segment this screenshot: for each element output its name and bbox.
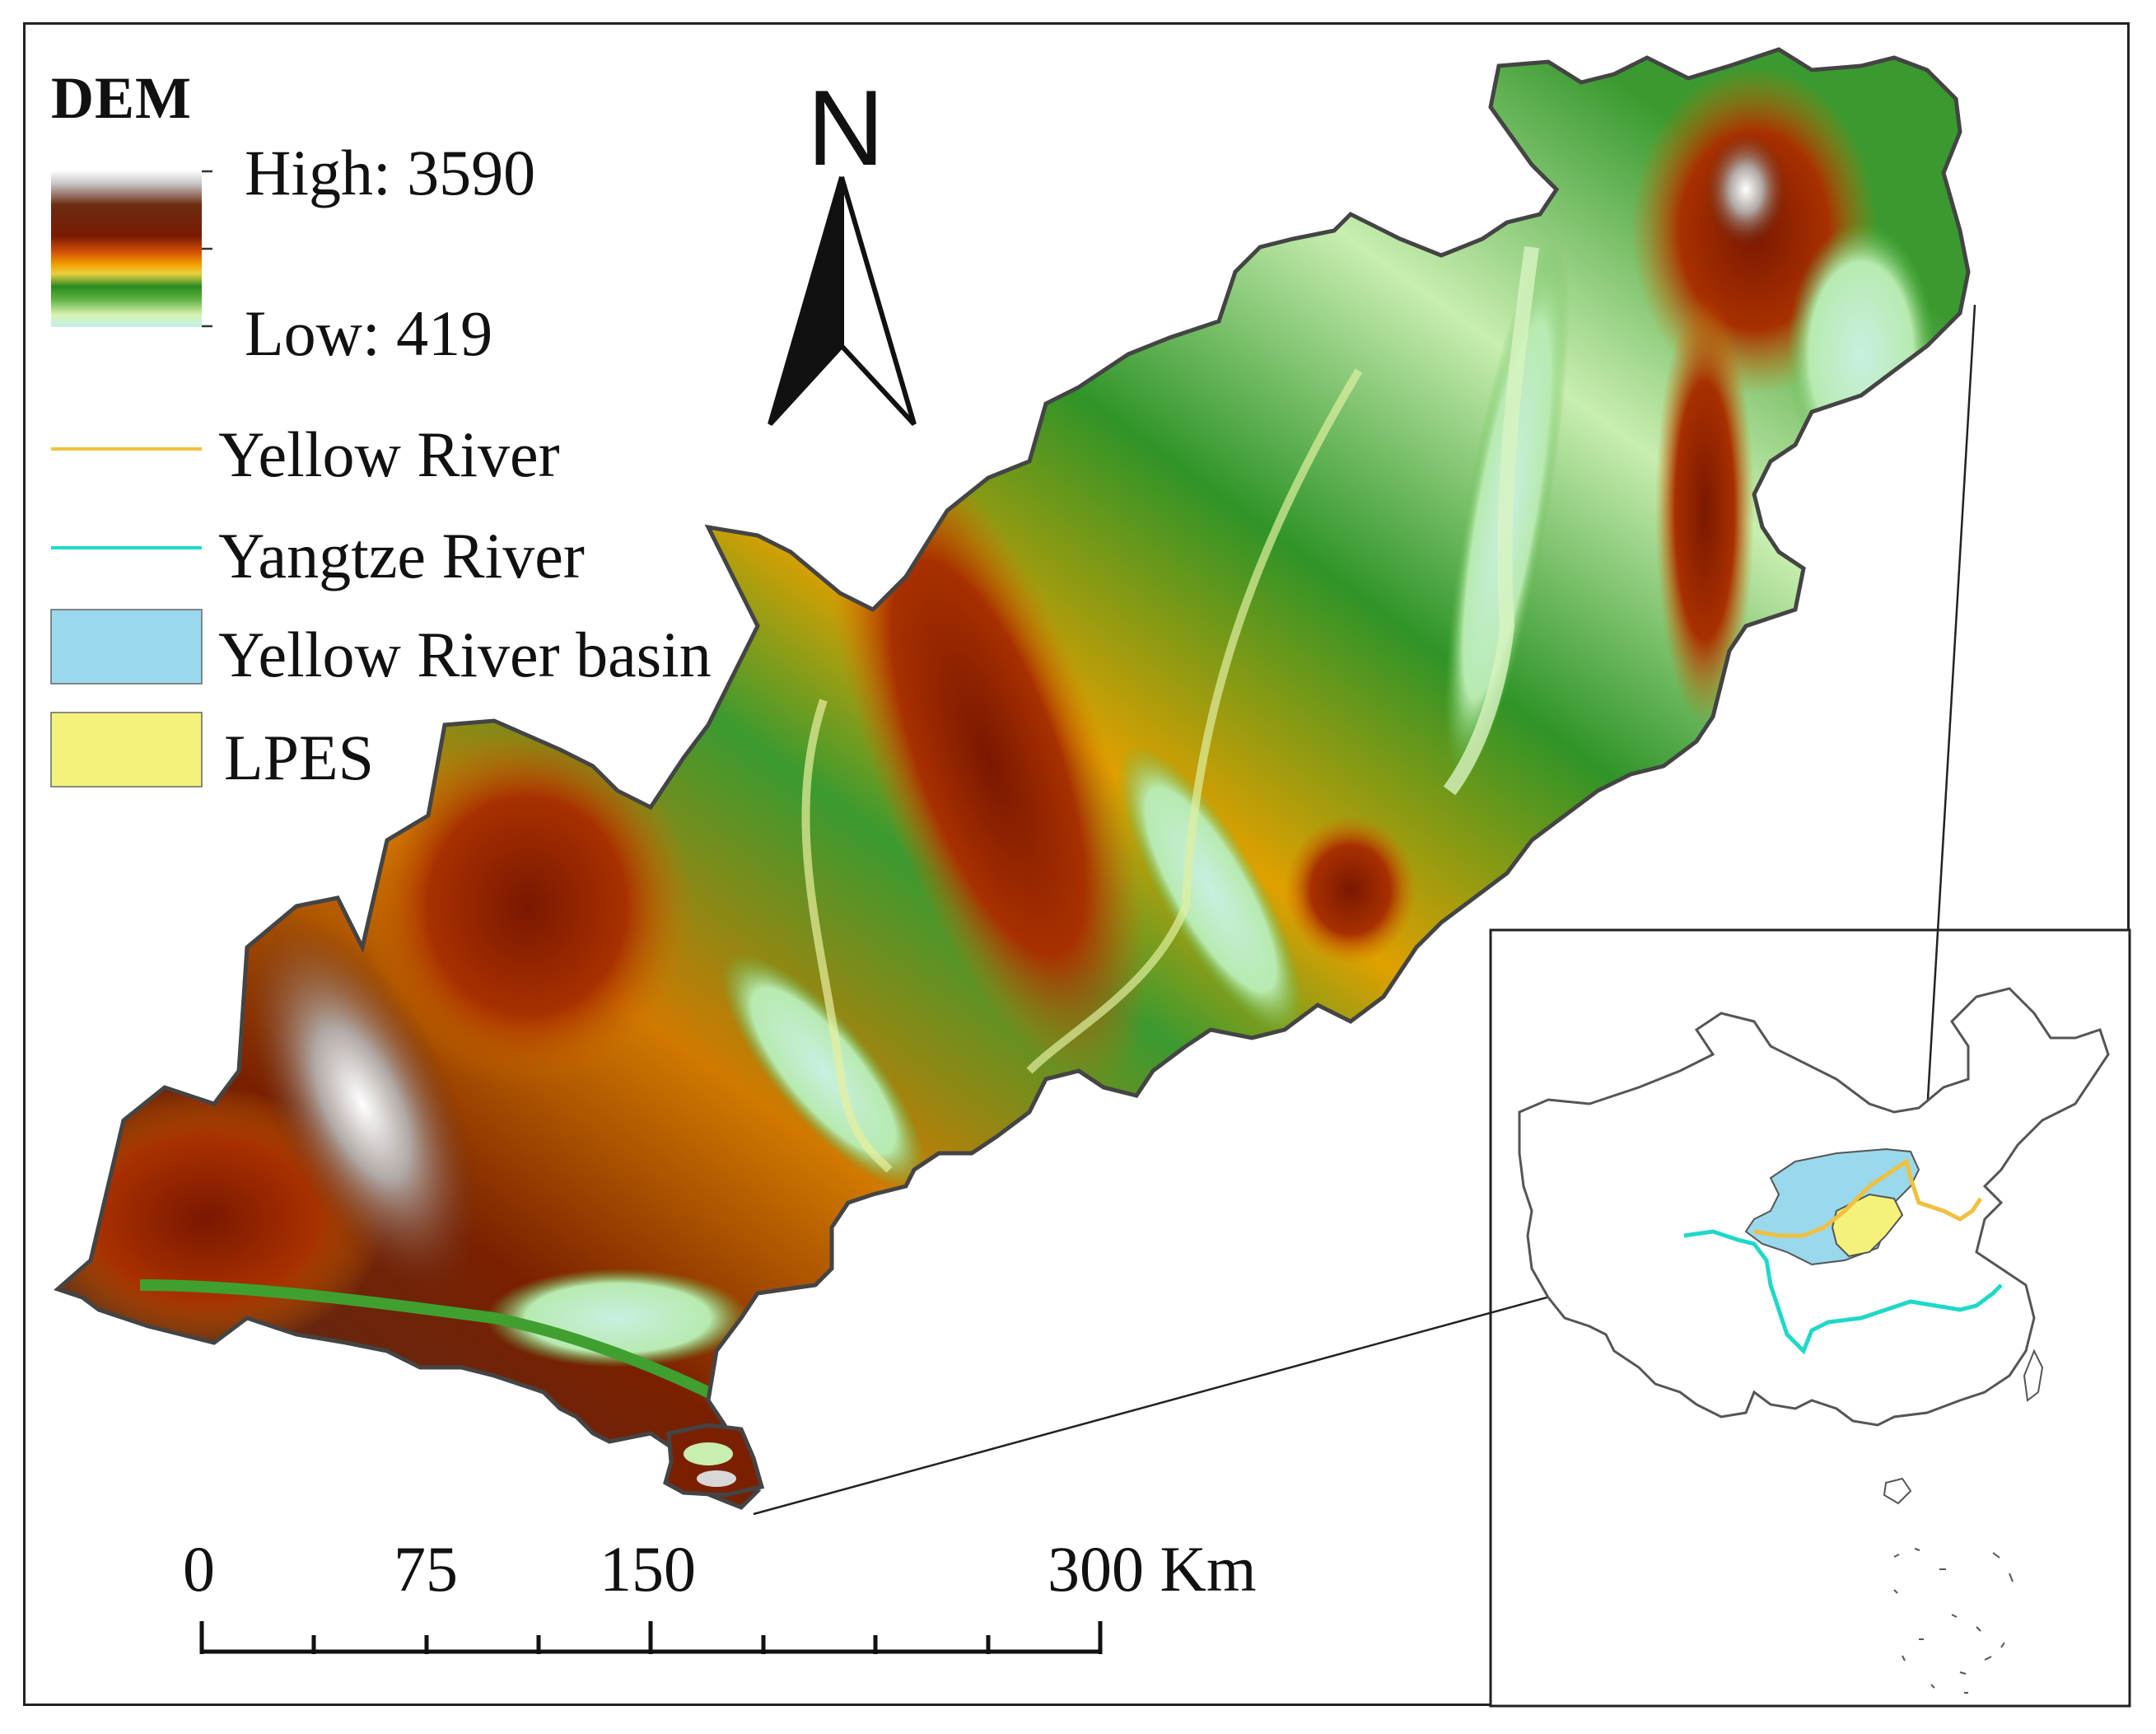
dem-gradient-bar — [51, 171, 202, 327]
north-arrow-icon — [768, 176, 917, 427]
leader-line-top — [1921, 304, 1976, 1183]
inset-yangtze-river — [1683, 1229, 2003, 1355]
scale-bar — [199, 1621, 1103, 1654]
scale-label-150: 150 — [600, 1533, 696, 1605]
scale-label-75: 75 — [394, 1533, 458, 1605]
inset-lpes — [1831, 1193, 1904, 1258]
legend-basin-patch — [50, 609, 203, 685]
legend-lpes-patch — [50, 712, 203, 788]
dem-region — [25, 49, 1968, 1507]
north-label: N — [807, 68, 884, 188]
inset-yellow-river — [1753, 1157, 1983, 1238]
legend-item-yellow-river-basin: Yellow River basin — [218, 619, 712, 690]
legend-item-yellow-river: Yellow River — [218, 418, 560, 490]
legend-item-lpes: LPES — [224, 722, 375, 793]
inset-china-map — [1518, 987, 2110, 1694]
scale-label-0: 0 — [183, 1533, 215, 1605]
legend-title: DEM — [51, 65, 192, 131]
scale-label-300: 300 Km — [1048, 1533, 1257, 1605]
legend-low-label: Low: 419 — [245, 297, 493, 369]
legend-high-label: High: 3590 — [245, 137, 536, 208]
dem-gradient-ticks — [202, 170, 212, 328]
legend-item-yangtze-river: Yangtze River — [218, 520, 585, 591]
